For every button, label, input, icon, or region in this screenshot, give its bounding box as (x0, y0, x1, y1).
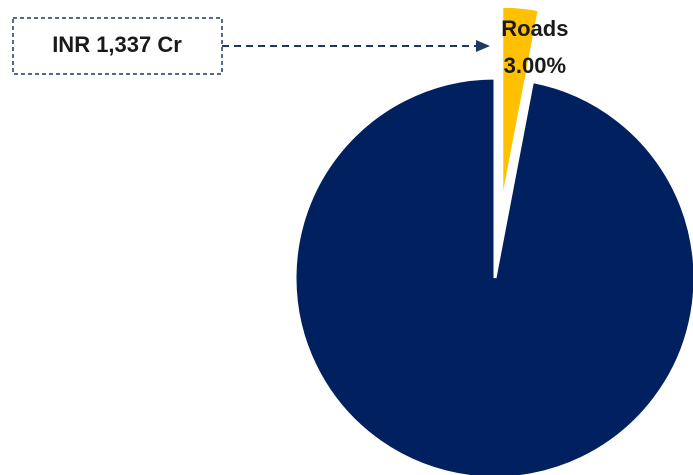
slice-label: Roads (501, 16, 568, 41)
slice-value-label: 3.00% (504, 53, 566, 78)
pie-slice (293, 76, 693, 475)
annotation: INR 1,337 Cr (52, 32, 182, 57)
arrow-head (476, 40, 490, 52)
pie-slice (500, 4, 542, 207)
